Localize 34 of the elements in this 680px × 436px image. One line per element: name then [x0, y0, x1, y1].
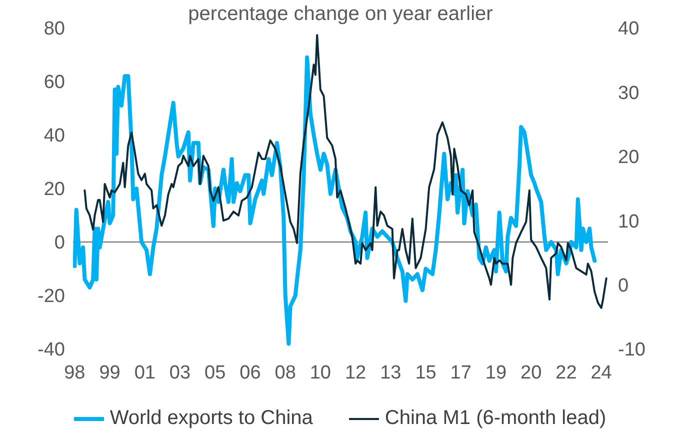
- y-tick-label: 40: [44, 126, 65, 147]
- y2-tick-label: 10: [618, 211, 640, 232]
- x-tick-label: 10: [310, 362, 332, 384]
- x-tick-label: 06: [240, 362, 261, 384]
- line-series: [84, 34, 608, 309]
- y-tick-label: 80: [44, 18, 65, 40]
- y-tick-label: 60: [44, 72, 65, 94]
- x-tick-label: 08: [274, 362, 296, 384]
- x-tick-label: 12: [344, 362, 366, 384]
- y-tick-label: -40: [38, 340, 65, 361]
- legend-label: World exports to China: [110, 407, 313, 430]
- y-tick-label: 20: [44, 179, 65, 200]
- x-tick-label: 98: [64, 362, 86, 384]
- y2-tick-label: 20: [618, 147, 640, 168]
- chart-title: percentage change on year earlier: [187, 3, 494, 26]
- x-tick-label: 01: [134, 362, 156, 384]
- x-tick-label: 17: [450, 362, 472, 384]
- line-series: [73, 55, 597, 346]
- y2-tick-label: 30: [618, 82, 640, 104]
- y-tick-label: 0: [54, 232, 65, 254]
- x-tick-label: 03: [169, 362, 191, 384]
- y2-tick-label: 40: [618, 18, 640, 40]
- x-tick-label: 22: [556, 362, 577, 384]
- x-tick-label: 20: [520, 362, 542, 384]
- x-tick-label: 99: [99, 362, 120, 384]
- x-tick-label: 13: [380, 362, 402, 384]
- y-tick-label: -20: [38, 286, 65, 308]
- y2-tick-label: 0: [618, 276, 629, 297]
- x-tick-label: 05: [204, 362, 226, 384]
- y2-tick-label: -10: [618, 340, 646, 361]
- legend-label: China M1 (6-month lead): [384, 407, 606, 430]
- x-tick-label: 19: [485, 362, 507, 384]
- x-tick-label: 15: [415, 362, 436, 384]
- x-tick-label: 24: [590, 362, 612, 384]
